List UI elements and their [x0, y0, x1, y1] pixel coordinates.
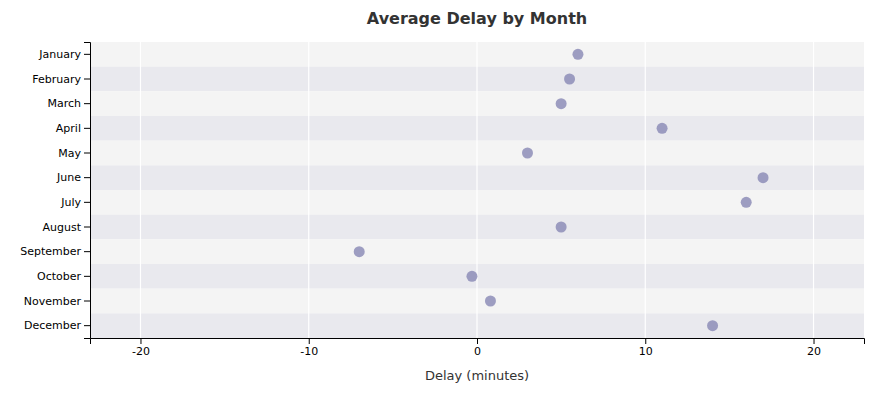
tick-label: April [56, 122, 81, 135]
value-axis: -20 -10 0 10 20 [91, 338, 865, 358]
tick-label: 0 [474, 345, 481, 358]
grid-line [476, 42, 477, 338]
axis-line [91, 339, 865, 345]
dot [466, 271, 477, 282]
tick-label: January [38, 48, 81, 61]
tick: 10 [639, 338, 653, 358]
tick-label: -20 [132, 345, 150, 358]
grid-line [308, 42, 309, 338]
tick-mark [84, 103, 90, 104]
tick: November [24, 295, 90, 308]
tick-mark [814, 338, 815, 344]
tick-mark [84, 227, 90, 228]
tick: May [58, 147, 90, 160]
axis-title: Delay (minutes) [425, 368, 529, 383]
tick: -10 [300, 338, 318, 358]
tick-label: June [56, 171, 81, 184]
tick-mark [140, 338, 141, 344]
tick-mark [84, 128, 90, 129]
dot [657, 123, 668, 134]
tick-mark [84, 301, 90, 302]
tick: October [37, 270, 90, 283]
tick: February [32, 73, 90, 86]
grid-line [645, 42, 646, 338]
tick-mark [84, 177, 90, 178]
tick-mark [84, 202, 90, 203]
tick-label: 10 [639, 345, 653, 358]
tick: September [20, 245, 90, 258]
grid-line [813, 42, 814, 338]
dot [758, 172, 769, 183]
tick-mark [477, 338, 478, 344]
tick-mark [84, 54, 90, 55]
tick: -20 [132, 338, 150, 358]
category-axis: January February March April May June July Augu… [20, 43, 90, 339]
tick-label: 20 [807, 345, 821, 358]
dot [564, 74, 575, 85]
tick-label: October [37, 270, 81, 283]
dot [556, 98, 567, 109]
tick-label: March [47, 97, 81, 110]
tick-label: September [20, 245, 81, 258]
chart: -20-1001020JanuaryFebruaryMarchAprilMayJ… [0, 0, 894, 394]
grid-line [140, 42, 141, 338]
title: Average Delay by Month [367, 9, 587, 28]
plot: -20-1001020JanuaryFebruaryMarchAprilMayJ… [20, 42, 864, 358]
tick: March [47, 97, 90, 110]
dot [522, 148, 533, 159]
tick-mark [84, 276, 90, 277]
dot [556, 222, 567, 233]
tick-label: November [24, 295, 82, 308]
tick-mark [84, 251, 90, 252]
tick-mark [84, 325, 90, 326]
stripes [90, 42, 864, 338]
dot [741, 197, 752, 208]
tick-mark [645, 338, 646, 344]
tick-label: February [32, 73, 81, 86]
tick-mark [84, 79, 90, 80]
tick: August [43, 221, 91, 234]
tick-label: August [43, 221, 82, 234]
tick-label: July [60, 196, 81, 209]
axis-line [84, 43, 91, 339]
dot [354, 246, 365, 257]
tick: June [56, 171, 90, 184]
dot [707, 320, 718, 331]
tick-label: May [58, 147, 81, 160]
tick: 20 [807, 338, 821, 358]
tick-mark [84, 153, 90, 154]
dot [485, 296, 496, 307]
tick: January [38, 48, 90, 61]
tick: April [56, 122, 90, 135]
tick: July [60, 196, 90, 209]
tick: 0 [474, 338, 481, 358]
dots [354, 49, 769, 331]
tick-label: -10 [300, 345, 318, 358]
dot [572, 49, 583, 60]
tick-label: December [24, 319, 82, 332]
tick-mark [309, 338, 310, 344]
grid [140, 42, 813, 338]
tick: December [24, 319, 90, 332]
